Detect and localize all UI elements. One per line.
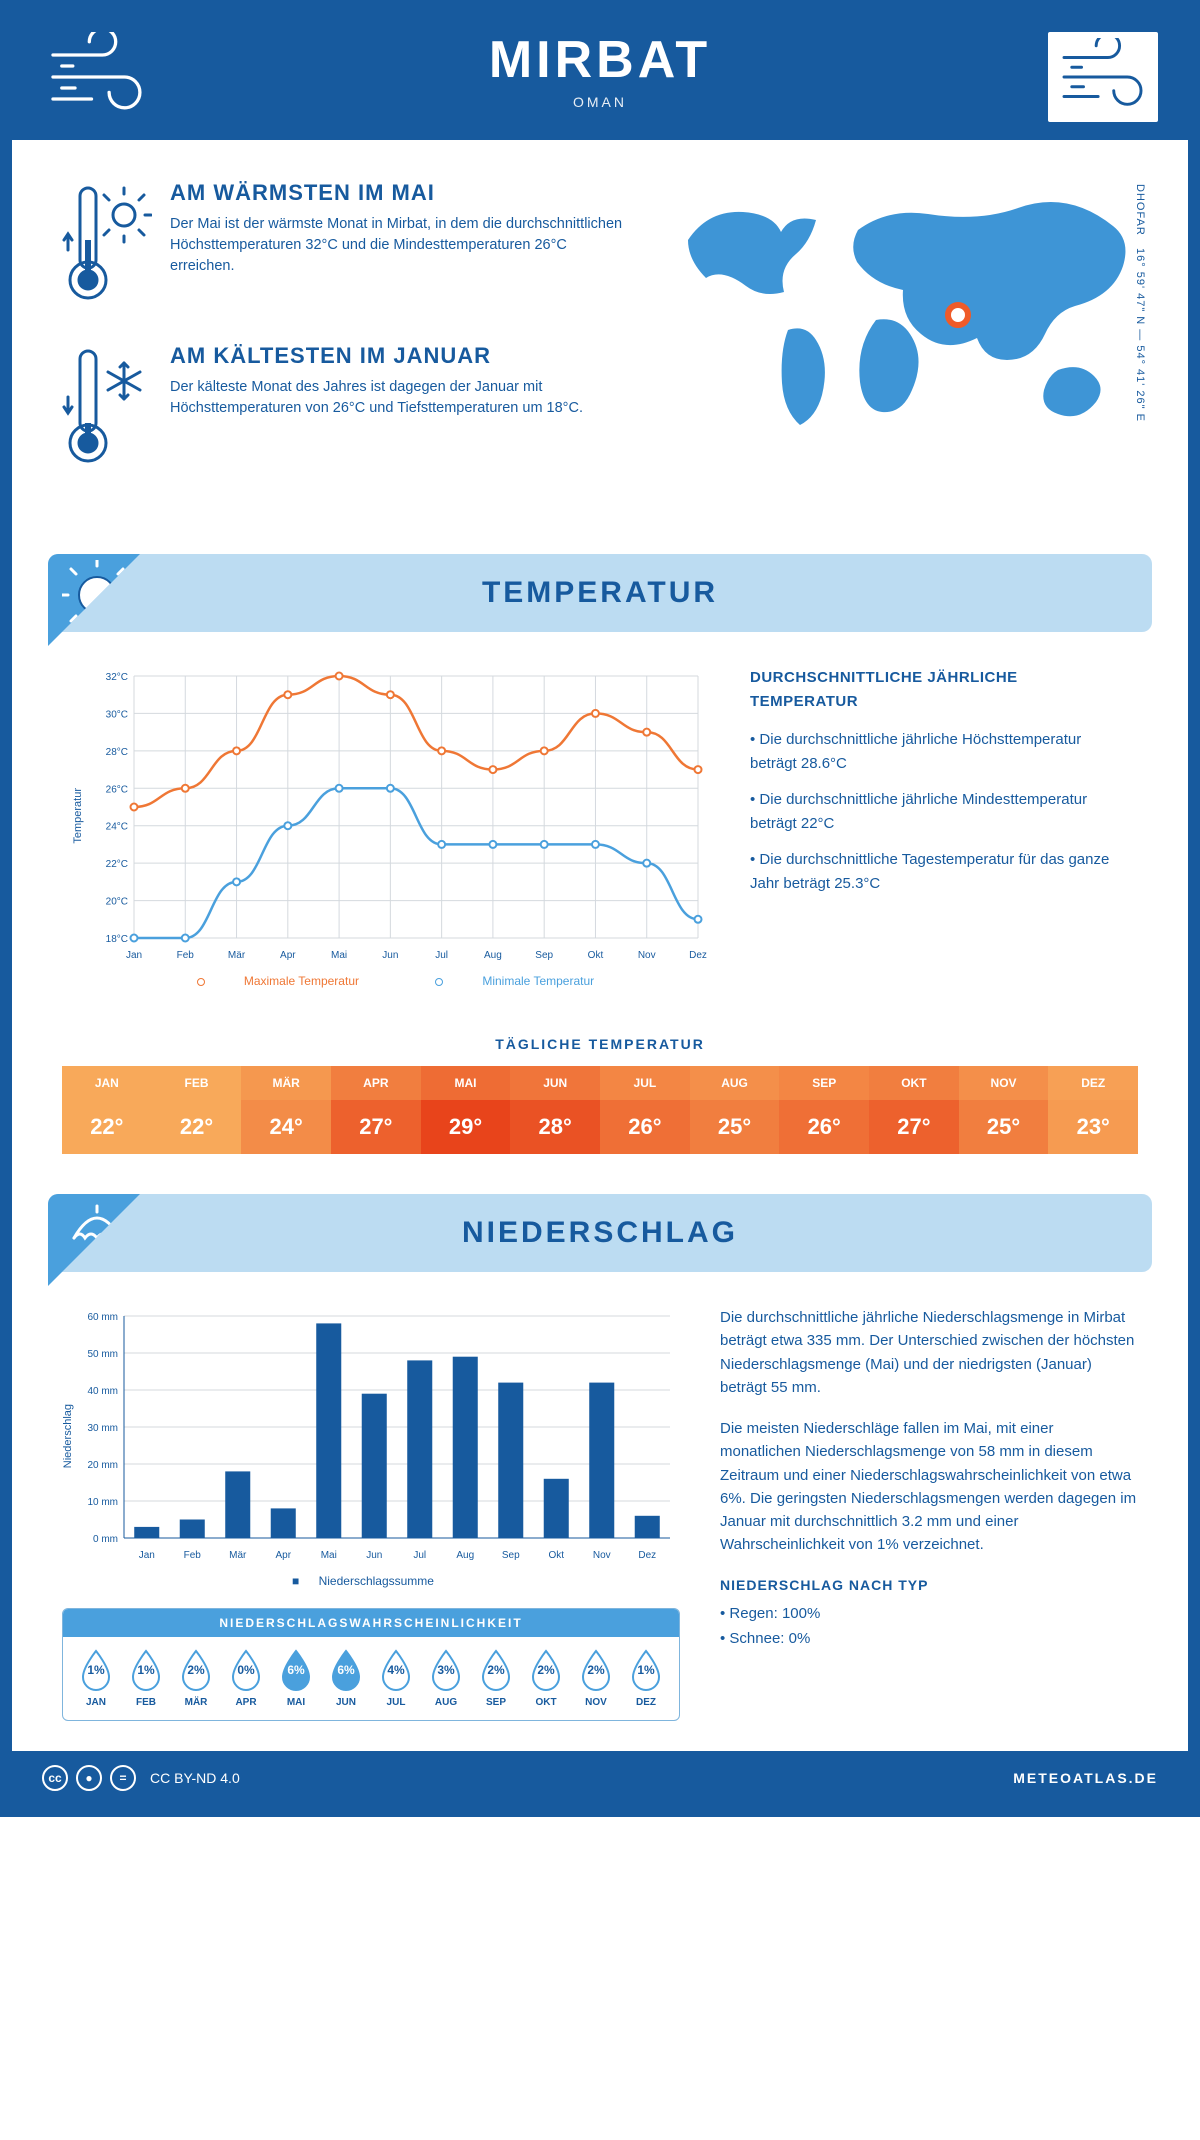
svg-text:Sep: Sep [535, 950, 553, 961]
section-header-precipitation: NIEDERSCHLAG [48, 1194, 1152, 1272]
fact-title: AM WÄRMSTEN IM MAI [170, 180, 628, 206]
svg-text:Mai: Mai [321, 1550, 337, 1561]
daily-temp-strip: JAN22°FEB22°MÄR24°APR27°MAI29°JUN28°JUL2… [62, 1066, 1138, 1154]
daily-temp-cell: JUN28° [510, 1066, 600, 1154]
prob-cell: 2%MÄR [171, 1649, 221, 1708]
svg-text:26°C: 26°C [106, 784, 128, 795]
svg-text:Jul: Jul [435, 950, 448, 961]
thermometer-sun-icon [62, 180, 152, 315]
daily-temp-cell: APR27° [331, 1066, 421, 1154]
svg-text:Sep: Sep [502, 1550, 520, 1561]
prob-cell: 6%JUN [321, 1649, 371, 1708]
footer: cc ● = CC BY-ND 4.0 METEOATLAS.DE [12, 1751, 1188, 1805]
svg-text:10 mm: 10 mm [87, 1497, 118, 1508]
svg-text:Feb: Feb [177, 950, 195, 961]
fact-text: Der Mai ist der wärmste Monat in Mirbat,… [170, 214, 628, 277]
chart-legend: ■ Niederschlagssumme [62, 1574, 680, 1588]
svg-text:28°C: 28°C [106, 747, 128, 758]
daily-temp-cell: DEZ23° [1048, 1066, 1138, 1154]
svg-text:Jan: Jan [126, 950, 142, 961]
chart-legend: Maximale Temperatur Minimale Temperatur [72, 974, 710, 988]
precip-probability-box: NIEDERSCHLAGSWAHRSCHEINLICHKEIT 1%JAN 1%… [62, 1608, 680, 1721]
temperature-line-chart: 18°C 20°C 22°C 24°C 26°C 28°C 30°C 32°C Jan Feb Mä… [90, 666, 710, 966]
svg-text:Nov: Nov [593, 1550, 611, 1561]
fact-coldest: AM KÄLTESTEN IM JANUAR Der kälteste Mona… [62, 343, 628, 478]
daily-temp-cell: OKT27° [869, 1066, 959, 1154]
page-subtitle: OMAN [12, 94, 1188, 110]
svg-text:40 mm: 40 mm [87, 1386, 118, 1397]
svg-text:Mai: Mai [331, 950, 347, 961]
y-axis-label: Niederschlag [62, 1404, 74, 1468]
thermometer-snow-icon [62, 343, 152, 478]
svg-text:Apr: Apr [275, 1550, 291, 1561]
cc-icon: cc [42, 1765, 68, 1791]
prob-cell: 2%OKT [521, 1649, 571, 1708]
fact-warmest: AM WÄRMSTEN IM MAI Der Mai ist der wärms… [62, 180, 628, 315]
section-title: NIEDERSCHLAG [48, 1216, 1152, 1250]
header-banner: MIRBAT OMAN [12, 12, 1188, 140]
svg-text:Aug: Aug [484, 950, 502, 961]
daily-temp-cell: MAI29° [421, 1066, 511, 1154]
prob-cell: 2%NOV [571, 1649, 621, 1708]
y-axis-label: Temperatur [72, 788, 84, 844]
svg-text:Mär: Mär [228, 950, 246, 961]
svg-text:32°C: 32°C [106, 672, 128, 683]
fact-text: Der kälteste Monat des Jahres ist dagege… [170, 377, 628, 419]
coordinates: DHOFAR 16° 59' 47" N — 54° 41' 26" E [1134, 184, 1146, 422]
section-header-temperature: TEMPERATUR [48, 554, 1152, 632]
prob-cell: 1%JAN [71, 1649, 121, 1708]
daily-temp-cell: FEB22° [152, 1066, 242, 1154]
svg-text:Dez: Dez [689, 950, 707, 961]
daily-temp-cell: NOV25° [959, 1066, 1049, 1154]
cc-icons: cc ● = [42, 1765, 136, 1791]
prob-cell: 1%DEZ [621, 1649, 671, 1708]
license-text: CC BY-ND 4.0 [150, 1770, 240, 1786]
svg-text:22°C: 22°C [106, 859, 128, 870]
precipitation-summary: Die durchschnittliche jährliche Niedersc… [720, 1306, 1138, 1669]
prob-cell: 3%AUG [421, 1649, 471, 1708]
world-map: DHOFAR 16° 59' 47" N — 54° 41' 26" E [658, 180, 1138, 506]
precipitation-bar-chart: 0 mm 10 mm 20 mm 30 mm 40 mm 50 mm 60 mm Jan Feb… [80, 1306, 680, 1566]
daily-temp-cell: MÄR24° [241, 1066, 331, 1154]
svg-text:Apr: Apr [280, 950, 296, 961]
svg-text:60 mm: 60 mm [87, 1312, 118, 1323]
svg-text:Okt: Okt [548, 1550, 564, 1561]
svg-text:Nov: Nov [638, 950, 656, 961]
temperature-summary: DURCHSCHNITTLICHE JÄHRLICHE TEMPERATUR •… [750, 666, 1128, 988]
svg-text:50 mm: 50 mm [87, 1349, 118, 1360]
nd-icon: = [110, 1765, 136, 1791]
svg-text:20°C: 20°C [106, 897, 128, 908]
section-title: TEMPERATUR [48, 576, 1152, 610]
svg-text:Jan: Jan [139, 1550, 155, 1561]
prob-cell: 0%APR [221, 1649, 271, 1708]
svg-text:Jul: Jul [413, 1550, 426, 1561]
svg-text:Feb: Feb [184, 1550, 202, 1561]
prob-cell: 1%FEB [121, 1649, 171, 1708]
site-name: METEOATLAS.DE [1013, 1770, 1158, 1786]
prob-cell: 4%JUL [371, 1649, 421, 1708]
svg-text:Aug: Aug [456, 1550, 474, 1561]
svg-text:Okt: Okt [588, 950, 604, 961]
daily-temp-cell: AUG25° [690, 1066, 780, 1154]
daily-temp-cell: JAN22° [62, 1066, 152, 1154]
prob-cell: 6%MAI [271, 1649, 321, 1708]
svg-text:24°C: 24°C [106, 822, 128, 833]
svg-text:Mär: Mär [229, 1550, 247, 1561]
svg-text:Dez: Dez [638, 1550, 656, 1561]
svg-text:18°C: 18°C [106, 934, 128, 945]
daily-temp-cell: JUL26° [600, 1066, 690, 1154]
page-title: MIRBAT [12, 30, 1188, 90]
svg-text:Jun: Jun [366, 1550, 382, 1561]
svg-text:30°C: 30°C [106, 709, 128, 720]
svg-text:20 mm: 20 mm [87, 1460, 118, 1471]
prob-cell: 2%SEP [471, 1649, 521, 1708]
daily-temp-cell: SEP26° [779, 1066, 869, 1154]
svg-text:30 mm: 30 mm [87, 1423, 118, 1434]
daily-temp-title: TÄGLICHE TEMPERATUR [12, 1036, 1188, 1052]
svg-text:0 mm: 0 mm [93, 1534, 118, 1545]
svg-text:Jun: Jun [382, 950, 398, 961]
fact-title: AM KÄLTESTEN IM JANUAR [170, 343, 628, 369]
by-icon: ● [76, 1765, 102, 1791]
